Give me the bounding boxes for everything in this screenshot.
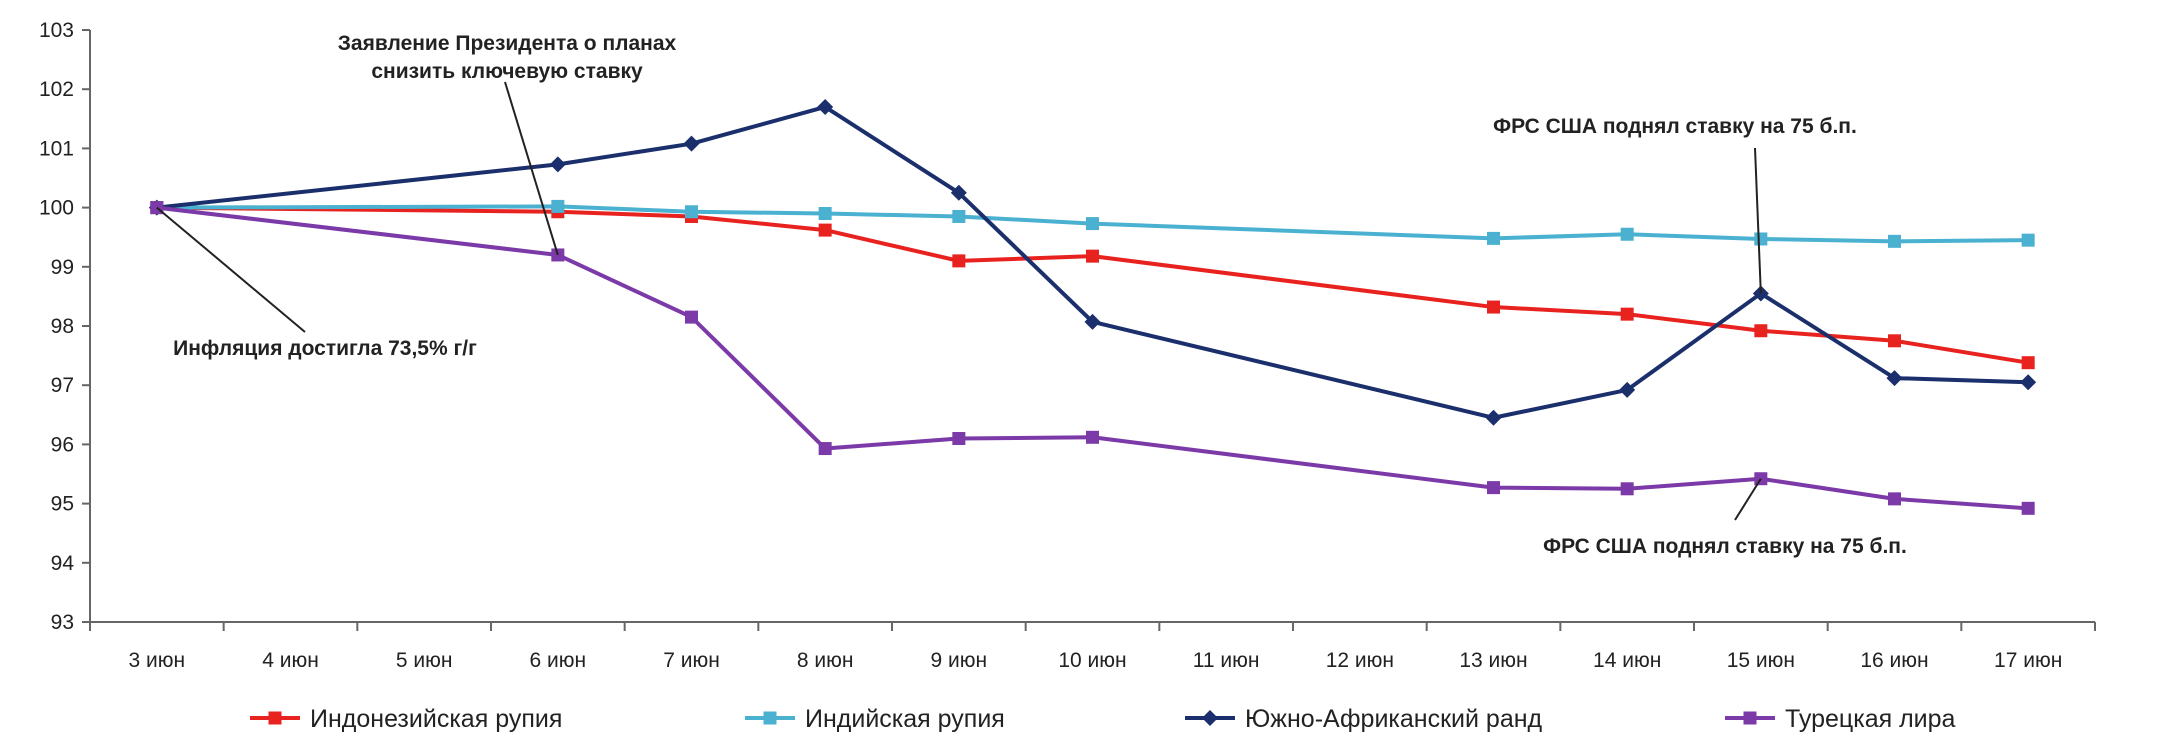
data-point: [952, 431, 966, 445]
data-point: [818, 442, 832, 456]
x-tick-label: 3 июн: [129, 649, 186, 672]
data-point: [1487, 300, 1500, 314]
data-point: [1485, 409, 1502, 426]
legend-swatch-marker: [1202, 710, 1218, 726]
x-tick-label: 12 июн: [1326, 649, 1394, 672]
y-tick-label: 95: [51, 493, 74, 516]
legend-swatch-marker: [1743, 711, 1757, 725]
annotation-label: снизить ключевую ставку: [371, 60, 643, 83]
x-tick-label: 15 июн: [1727, 649, 1795, 672]
data-point: [1086, 430, 1099, 444]
x-tick-label: 5 июн: [396, 649, 453, 672]
x-tick-label: 7 июн: [663, 649, 720, 672]
data-point: [2021, 356, 2035, 370]
data-point: [685, 205, 698, 219]
annotation-leader: [1734, 478, 1762, 521]
y-tick-label: 102: [39, 78, 74, 101]
data-point: [818, 223, 832, 237]
data-point: [950, 184, 967, 201]
data-point: [817, 98, 834, 115]
y-tick-label: 99: [51, 256, 74, 279]
data-point: [818, 207, 832, 221]
y-tick-label: 98: [51, 315, 74, 338]
x-tick-label: 10 июн: [1058, 649, 1126, 672]
y-tick-label: 97: [51, 374, 74, 397]
data-point: [2020, 374, 2037, 391]
data-point: [551, 248, 565, 262]
legend-swatch-marker: [268, 711, 282, 725]
data-point: [1620, 227, 1634, 241]
y-tick-label: 103: [39, 19, 74, 42]
data-point: [1888, 492, 1901, 506]
data-point: [952, 209, 966, 223]
data-point: [683, 135, 700, 152]
data-point: [1084, 313, 1101, 330]
annotation-label: Инфляция достигла 73,5% г/г: [173, 337, 477, 360]
legend: Индонезийская рупия Индийская рупия Южно-А…: [250, 705, 1956, 733]
x-tick-label: 13 июн: [1459, 649, 1527, 672]
x-tick-label: 16 июн: [1860, 649, 1928, 672]
x-tick-label: 17 июн: [1994, 649, 2062, 672]
annotation-label: ФРС США поднял ставку на 75 б.п.: [1493, 115, 1857, 138]
x-tick-label: 14 июн: [1593, 649, 1661, 672]
y-tick-label: 101: [39, 137, 74, 160]
data-point: [1487, 481, 1500, 495]
x-tick-label: 9 июн: [931, 649, 988, 672]
data-point: [1886, 370, 1903, 387]
data-point: [952, 254, 966, 268]
legend-label: Южно-Африканский ранд: [1245, 705, 1543, 733]
data-point: [551, 199, 565, 213]
annotation-leader: [156, 206, 306, 333]
data-point: [2021, 501, 2035, 515]
legend-label: Индонезийская рупия: [310, 705, 562, 733]
x-tick-label: 11 июн: [1193, 649, 1260, 672]
legend-swatch-marker: [763, 711, 777, 725]
data-point: [2021, 233, 2035, 247]
x-tick-label: 8 июн: [797, 649, 854, 672]
y-tick-label: 94: [51, 552, 75, 575]
legend-label: Индийская рупия: [805, 705, 1005, 733]
data-point: [1888, 234, 1901, 248]
x-tick-label: 4 июн: [262, 649, 319, 672]
y-tick-label: 100: [39, 197, 74, 220]
data-point: [1620, 307, 1634, 321]
legend-label: Турецкая лира: [1785, 705, 1956, 733]
data-point: [1086, 249, 1099, 263]
x-tick-label: 6 июн: [530, 649, 587, 672]
plot-area: 93 94 95 96 97 98 99 100 101 102 103 3 июн 4 июн 5 ию…: [39, 19, 2096, 672]
y-tick-label: 93: [51, 611, 74, 634]
data-point: [1620, 482, 1634, 496]
annotation-label: Заявление Президента о планах: [338, 32, 677, 55]
annotation-leader: [504, 81, 559, 256]
data-point: [1086, 217, 1099, 231]
data-point: [1487, 231, 1500, 245]
data-point: [1619, 381, 1636, 398]
annotation-label: ФРС США поднял ставку на 75 б.п.: [1543, 535, 1907, 558]
annotation-leader: [1754, 147, 1762, 294]
y-tick-label: 96: [51, 433, 74, 456]
data-point: [685, 310, 698, 324]
data-point: [1888, 334, 1901, 348]
data-point: [1754, 324, 1768, 338]
data-point: [1754, 232, 1768, 246]
data-point: [549, 156, 566, 173]
